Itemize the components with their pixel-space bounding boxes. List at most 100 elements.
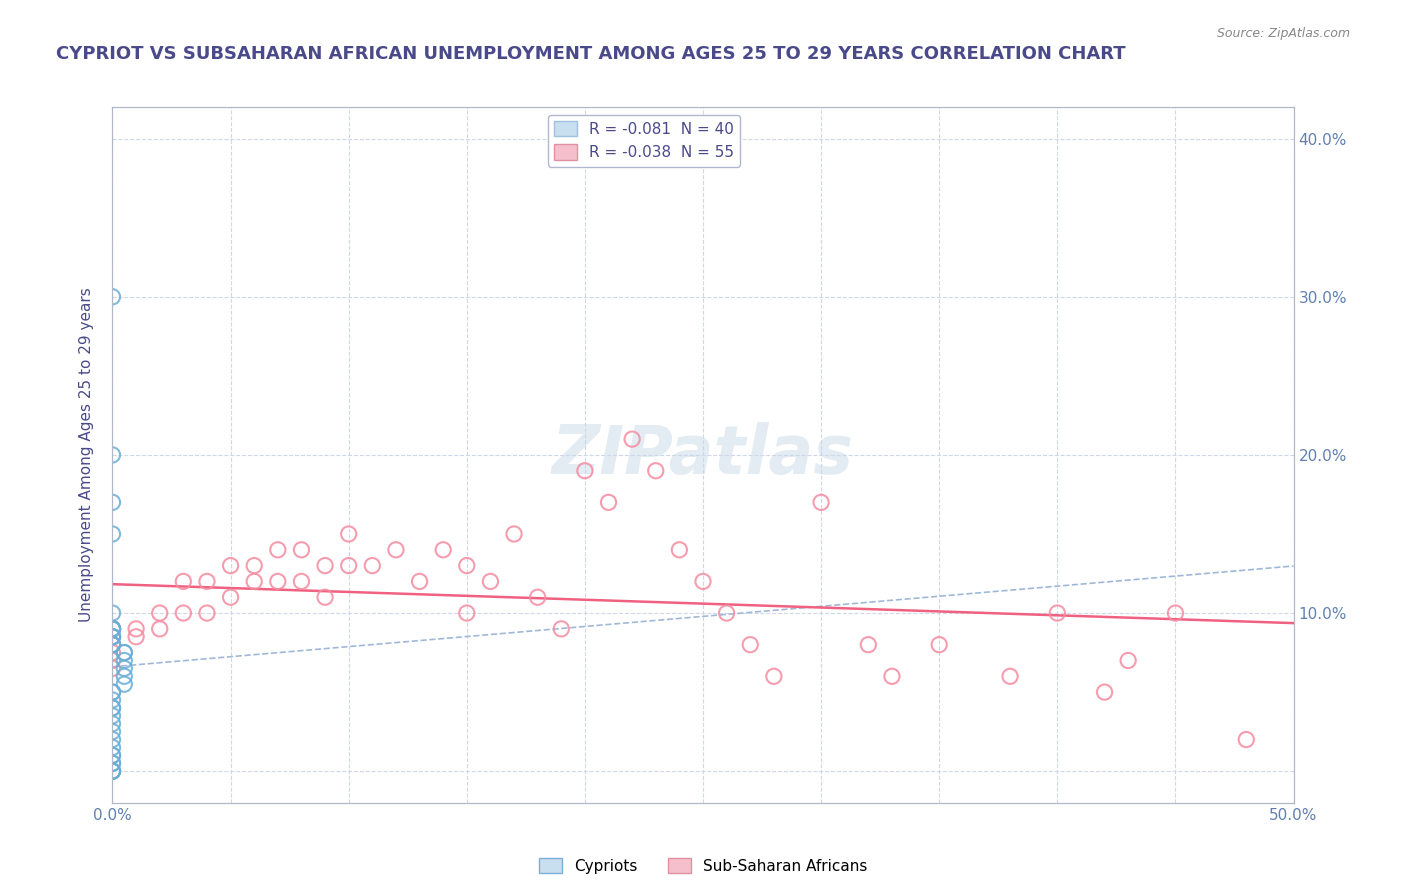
- Point: [101, 701, 124, 715]
- Point: [112, 677, 135, 691]
- Point: [101, 622, 124, 636]
- Text: ZIPatlas: ZIPatlas: [553, 422, 853, 488]
- Point: [112, 669, 135, 683]
- Point: [101, 764, 124, 779]
- Point: [101, 290, 124, 304]
- Point: [101, 622, 124, 636]
- Point: [101, 638, 124, 652]
- Point: [101, 448, 124, 462]
- Point: [125, 622, 148, 636]
- Point: [337, 558, 360, 573]
- Point: [385, 542, 408, 557]
- Point: [314, 558, 336, 573]
- Point: [101, 764, 124, 779]
- Point: [1046, 606, 1069, 620]
- Point: [101, 638, 124, 652]
- Point: [880, 669, 903, 683]
- Point: [101, 732, 124, 747]
- Point: [692, 574, 714, 589]
- Point: [101, 661, 124, 675]
- Point: [101, 622, 124, 636]
- Point: [125, 630, 148, 644]
- Point: [101, 630, 124, 644]
- Point: [101, 748, 124, 763]
- Point: [172, 574, 194, 589]
- Point: [219, 591, 242, 605]
- Point: [101, 716, 124, 731]
- Point: [668, 542, 690, 557]
- Point: [456, 558, 478, 573]
- Point: [598, 495, 620, 509]
- Point: [149, 606, 172, 620]
- Point: [810, 495, 832, 509]
- Point: [1234, 732, 1257, 747]
- Point: [243, 558, 266, 573]
- Point: [112, 646, 135, 660]
- Point: [740, 638, 762, 652]
- Point: [1116, 653, 1139, 667]
- Point: [101, 685, 124, 699]
- Point: [1164, 606, 1187, 620]
- Point: [998, 669, 1021, 683]
- Point: [574, 464, 596, 478]
- Point: [644, 464, 666, 478]
- Point: [101, 527, 124, 541]
- Point: [762, 669, 785, 683]
- Point: [101, 685, 124, 699]
- Point: [716, 606, 738, 620]
- Point: [101, 653, 124, 667]
- Point: [456, 606, 478, 620]
- Point: [290, 574, 312, 589]
- Point: [858, 638, 880, 652]
- Point: [101, 724, 124, 739]
- Point: [361, 558, 384, 573]
- Point: [101, 630, 124, 644]
- Point: [267, 542, 290, 557]
- Point: [101, 606, 124, 620]
- Point: [503, 527, 526, 541]
- Point: [101, 638, 124, 652]
- Point: [1094, 685, 1116, 699]
- Point: [101, 638, 124, 652]
- Point: [408, 574, 430, 589]
- Point: [101, 701, 124, 715]
- Text: CYPRIOT VS SUBSAHARAN AFRICAN UNEMPLOYMENT AMONG AGES 25 TO 29 YEARS CORRELATION: CYPRIOT VS SUBSAHARAN AFRICAN UNEMPLOYME…: [56, 45, 1126, 62]
- Point: [101, 622, 124, 636]
- Point: [101, 622, 124, 636]
- Point: [149, 622, 172, 636]
- Point: [337, 527, 360, 541]
- Point: [101, 756, 124, 771]
- Point: [479, 574, 502, 589]
- Point: [550, 622, 572, 636]
- Point: [101, 693, 124, 707]
- Point: [101, 708, 124, 723]
- Point: [172, 606, 194, 620]
- Point: [101, 495, 124, 509]
- Point: [101, 764, 124, 779]
- Point: [290, 542, 312, 557]
- Point: [101, 622, 124, 636]
- Y-axis label: Unemployment Among Ages 25 to 29 years: Unemployment Among Ages 25 to 29 years: [79, 287, 94, 623]
- Point: [267, 574, 290, 589]
- Point: [112, 646, 135, 660]
- Legend: R = -0.081  N = 40, R = -0.038  N = 55: R = -0.081 N = 40, R = -0.038 N = 55: [548, 115, 740, 167]
- Point: [101, 756, 124, 771]
- Point: [526, 591, 548, 605]
- Point: [195, 606, 218, 620]
- Point: [243, 574, 266, 589]
- Point: [928, 638, 950, 652]
- Legend: Cypriots, Sub-Saharan Africans: Cypriots, Sub-Saharan Africans: [533, 852, 873, 880]
- Point: [195, 574, 218, 589]
- Text: Source: ZipAtlas.com: Source: ZipAtlas.com: [1216, 27, 1350, 40]
- Point: [621, 432, 644, 446]
- Point: [101, 740, 124, 755]
- Point: [112, 653, 135, 667]
- Point: [101, 748, 124, 763]
- Point: [101, 630, 124, 644]
- Point: [219, 558, 242, 573]
- Point: [101, 630, 124, 644]
- Point: [432, 542, 454, 557]
- Point: [112, 661, 135, 675]
- Point: [314, 591, 336, 605]
- Point: [101, 646, 124, 660]
